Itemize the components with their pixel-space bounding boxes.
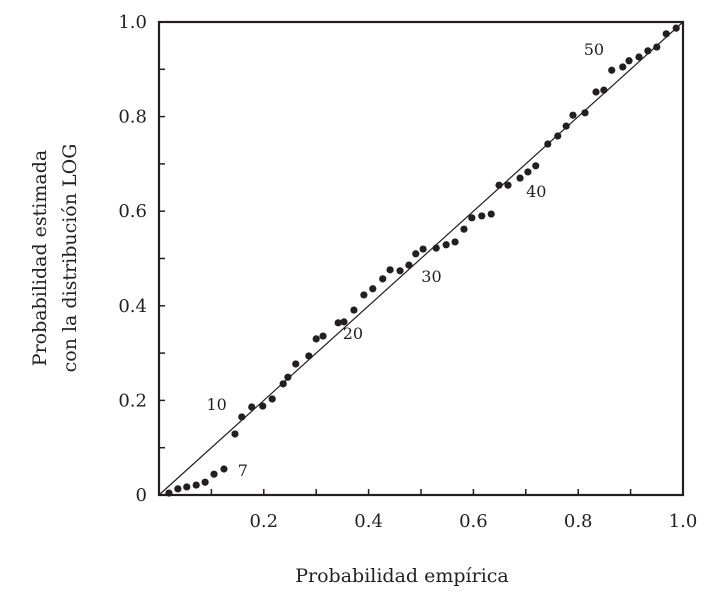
data-point [312, 335, 320, 343]
data-point [619, 63, 627, 71]
data-point [174, 485, 182, 493]
x-tick-label: 0.2 [249, 511, 278, 532]
data-point [504, 181, 512, 189]
data-point [532, 162, 540, 170]
data-point [360, 291, 368, 299]
data-point [220, 465, 228, 473]
data-point [662, 30, 670, 38]
data-point [544, 140, 552, 148]
y-tick-label: 0.6 [118, 201, 147, 222]
data-point [432, 244, 440, 252]
y-axis-label-line1: Probabilidad estimada [29, 150, 51, 366]
data-point [524, 168, 532, 176]
y-axis-label-line2: con la distribución LOG [59, 144, 81, 373]
annotations: 7 10 20 30 40 50 [206, 40, 604, 480]
data-point [238, 413, 246, 421]
point-annotation: 50 [584, 40, 604, 59]
data-point [592, 88, 600, 96]
data-point [319, 332, 327, 340]
data-point [248, 403, 256, 411]
point-annotation: 20 [343, 324, 363, 343]
data-point [554, 132, 562, 140]
data-point [468, 214, 476, 222]
x-tick-label: 1.0 [669, 511, 698, 532]
data-point [495, 181, 503, 189]
data-point [516, 174, 524, 182]
point-annotation: 40 [526, 182, 546, 201]
point-annotation: 7 [238, 461, 248, 480]
data-point [653, 43, 661, 51]
data-point [478, 212, 486, 220]
x-tick-label: 0.6 [459, 511, 488, 532]
data-point [284, 373, 292, 381]
data-point [672, 24, 680, 32]
data-point [259, 402, 267, 410]
data-point [279, 380, 287, 388]
data-point [183, 483, 191, 491]
data-point [487, 210, 495, 218]
data-point [210, 470, 218, 478]
data-point [340, 318, 348, 326]
data-point [608, 66, 616, 74]
x-tick-label: 0.8 [564, 511, 593, 532]
data-point [600, 86, 608, 94]
data-point [201, 478, 209, 486]
data-point [379, 275, 387, 283]
reference-line [158, 21, 684, 496]
x-tick-label: 0.4 [354, 511, 383, 532]
data-point [442, 241, 450, 249]
y-tick-label: 0.2 [118, 390, 147, 411]
data-point [334, 319, 342, 327]
data-point [562, 122, 570, 130]
data-point [569, 111, 577, 119]
data-point [231, 430, 239, 438]
data-point [165, 489, 173, 497]
data-points [165, 24, 680, 497]
axis-ticks: 0.2 0.4 0.6 0.8 1.0 0 0.2 0.4 0.6 0.8 1.0 [118, 12, 697, 532]
data-point [451, 238, 459, 246]
data-point [350, 306, 358, 314]
data-point [386, 266, 394, 274]
data-point [192, 481, 200, 489]
data-point [644, 47, 652, 55]
data-point [460, 225, 468, 233]
y-tick-label: 1.0 [118, 12, 147, 33]
x-axis-label: Probabilidad empírica [295, 565, 509, 587]
data-point [625, 57, 633, 65]
y-tick-label: 0.4 [118, 296, 147, 317]
y-tick-label: 0.8 [118, 107, 147, 128]
point-annotation: 30 [421, 267, 441, 286]
data-point [305, 352, 313, 360]
data-point [292, 360, 300, 368]
data-point [396, 267, 404, 275]
data-point [581, 109, 589, 117]
point-annotation: 10 [206, 395, 226, 414]
data-point [369, 285, 377, 293]
data-point [412, 250, 420, 258]
y-tick-label: 0 [136, 485, 147, 506]
data-point [419, 245, 427, 253]
data-point [635, 53, 643, 61]
data-point [268, 395, 276, 403]
data-point [405, 261, 413, 269]
